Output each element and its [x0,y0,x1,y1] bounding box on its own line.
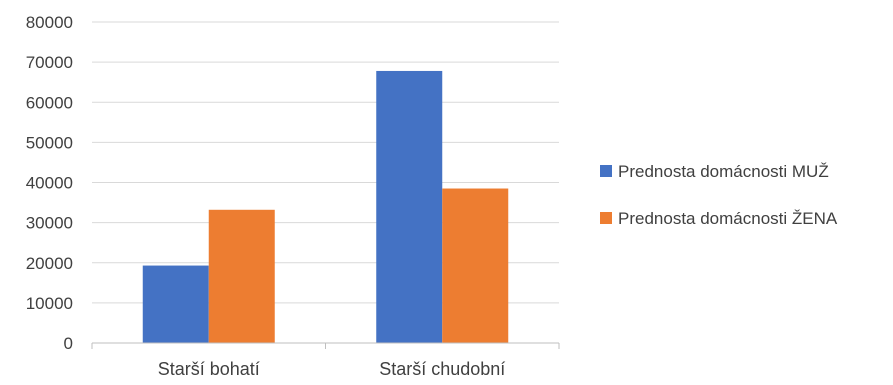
y-tick-label: 50000 [26,133,73,152]
y-tick-label: 0 [64,334,73,353]
y-tick-label: 40000 [26,174,73,193]
y-tick-label: 10000 [26,294,73,313]
y-tick-label: 20000 [26,254,73,273]
axes: 0 10000 20000 30000 40000 50000 60000 70000 8000… [26,13,560,379]
y-tick-label: 70000 [26,53,73,72]
x-category-label: Starší chudobní [379,359,505,379]
gridlines [92,21,559,304]
bar-muz-2 [376,70,443,343]
y-tick-label: 80000 [26,13,73,32]
legend-swatch-zena [600,212,612,224]
legend-label-zena: Prednosta domácnosti ŽENA [618,209,838,228]
bar-zena-1 [208,209,275,343]
legend-swatch-muz [600,165,612,177]
legend-label-muz: Prednosta domácnosti MUŽ [618,162,829,181]
legend: Prednosta domácnosti MUŽ Prednosta domácn… [600,162,838,228]
bar-muz-1 [142,265,209,343]
bar-zena-2 [442,188,509,343]
y-tick-label: 30000 [26,214,73,233]
bars [142,70,509,343]
x-category-label: Starší bohatí [158,359,260,379]
y-tick-label: 60000 [26,93,73,112]
